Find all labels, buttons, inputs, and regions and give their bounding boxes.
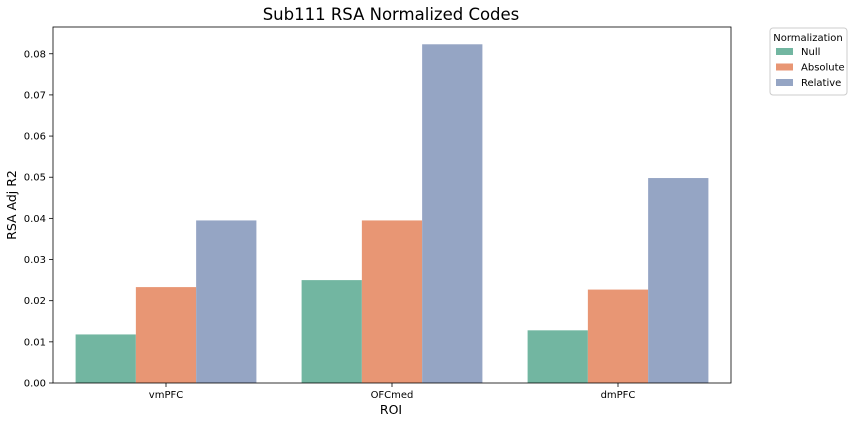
bar-absolute-dmpfc: [587, 289, 649, 383]
bar-absolute-ofcmed: [361, 220, 423, 383]
y-tick-label: 0.08: [24, 49, 46, 60]
legend-swatch-null: [776, 48, 793, 55]
y-tick-label: 0.06: [24, 132, 46, 143]
y-tick-label: 0.07: [24, 90, 46, 101]
legend-swatch-relative: [776, 79, 793, 86]
x-tick-label: dmPFC: [601, 390, 636, 401]
y-tick-label: 0.04: [24, 214, 46, 225]
bar-null-ofcmed: [301, 280, 362, 383]
legend-swatch-absolute: [776, 63, 793, 71]
bar-absolute-vmpfc: [135, 287, 197, 383]
plot-area: 0.00 0.01 0.02 0.03 0.04 0.05 0.06 0.07 0.08 vmPF…: [24, 26, 732, 401]
y-tick-label: 0.05: [24, 173, 46, 184]
y-tick-label: 0.01: [24, 337, 46, 348]
legend-title: Normalization: [773, 33, 843, 44]
chart-title: Sub111 RSA Normalized Codes: [263, 5, 520, 24]
x-axis-label: ROI: [380, 402, 402, 417]
bar-relative-ofcmed: [422, 44, 483, 383]
legend-frame: [769, 27, 848, 96]
legend-label-relative: Relative: [801, 78, 841, 89]
x-tick-label: vmPFC: [149, 390, 183, 401]
y-tick-label: 0.03: [24, 255, 46, 266]
y-tick-label: 0.02: [24, 296, 46, 307]
legend-label-null: Null: [801, 47, 820, 58]
bar-relative-vmpfc: [196, 220, 257, 383]
y-tick-label: 0.00: [24, 379, 46, 390]
legend-label-absolute: Absolute: [801, 63, 845, 74]
bar-null-vmpfc: [75, 334, 136, 383]
legend: Normalization Null Absolute Relative: [769, 27, 848, 96]
y-axis-label: RSA Adj R2: [4, 170, 19, 240]
bar-relative-dmpfc: [648, 178, 709, 383]
x-tick-label: OFCmed: [371, 390, 414, 401]
bar-null-dmpfc: [527, 330, 588, 383]
